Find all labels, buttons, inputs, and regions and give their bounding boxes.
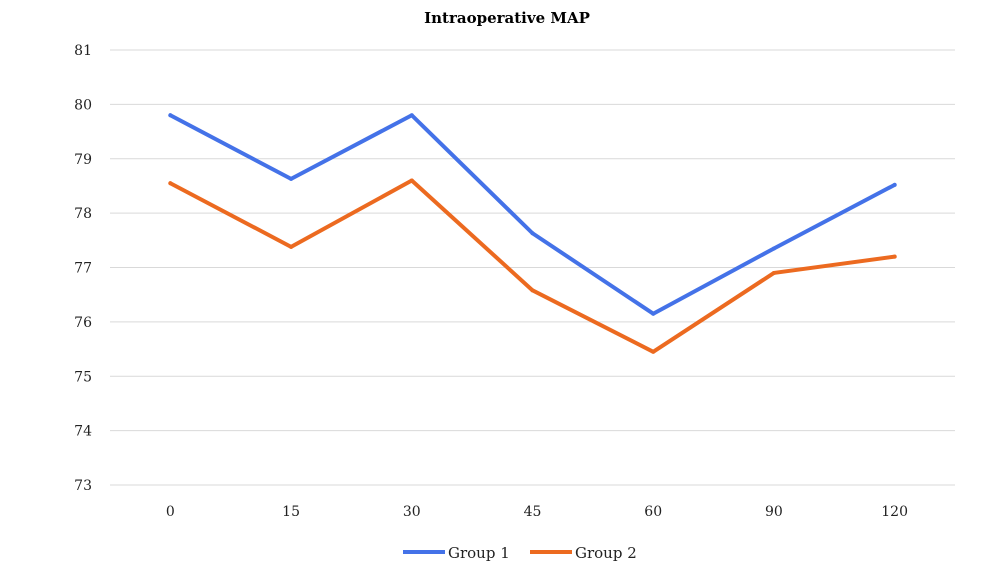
x-tick-label: 90 bbox=[765, 504, 783, 520]
y-tick-label: 79 bbox=[74, 152, 92, 168]
x-tick-label: 60 bbox=[644, 504, 662, 520]
data-point bbox=[771, 246, 776, 251]
data-point bbox=[168, 113, 173, 118]
series-line-1 bbox=[168, 113, 897, 316]
data-point bbox=[651, 349, 656, 354]
data-point bbox=[168, 181, 173, 186]
y-tick-label: 76 bbox=[74, 315, 92, 331]
legend: Group 1 Group 2 bbox=[403, 544, 637, 562]
x-axis-ticks: 0 15 30 45 60 90 120 bbox=[166, 504, 908, 520]
x-tick-label: 0 bbox=[166, 504, 175, 520]
legend-item-1: Group 1 bbox=[403, 544, 510, 562]
series-line-2 bbox=[168, 178, 897, 354]
data-point bbox=[289, 176, 294, 181]
data-point bbox=[771, 270, 776, 275]
x-tick-label: 45 bbox=[524, 504, 542, 520]
chart-title: Intraoperative MAP bbox=[424, 9, 590, 27]
y-axis-ticks: 73 74 75 76 77 78 79 80 81 bbox=[74, 43, 92, 494]
data-point bbox=[409, 113, 414, 118]
data-point bbox=[651, 311, 656, 316]
data-point bbox=[409, 178, 414, 183]
y-tick-label: 81 bbox=[74, 43, 92, 59]
series-lines bbox=[168, 113, 897, 354]
data-point bbox=[530, 231, 535, 236]
y-tick-label: 80 bbox=[74, 97, 92, 113]
data-point bbox=[892, 182, 897, 187]
y-tick-label: 75 bbox=[74, 369, 92, 385]
x-tick-label: 120 bbox=[881, 504, 908, 520]
legend-label: Group 2 bbox=[575, 544, 637, 562]
legend-item-2: Group 2 bbox=[530, 544, 637, 562]
y-tick-label: 73 bbox=[74, 478, 92, 494]
y-tick-label: 77 bbox=[74, 261, 92, 277]
legend-label: Group 1 bbox=[448, 544, 510, 562]
data-point bbox=[289, 244, 294, 249]
data-point bbox=[892, 254, 897, 259]
x-tick-label: 30 bbox=[403, 504, 421, 520]
x-tick-label: 15 bbox=[282, 504, 300, 520]
y-tick-label: 74 bbox=[74, 424, 92, 440]
y-tick-label: 78 bbox=[74, 206, 92, 222]
data-point bbox=[530, 288, 535, 293]
